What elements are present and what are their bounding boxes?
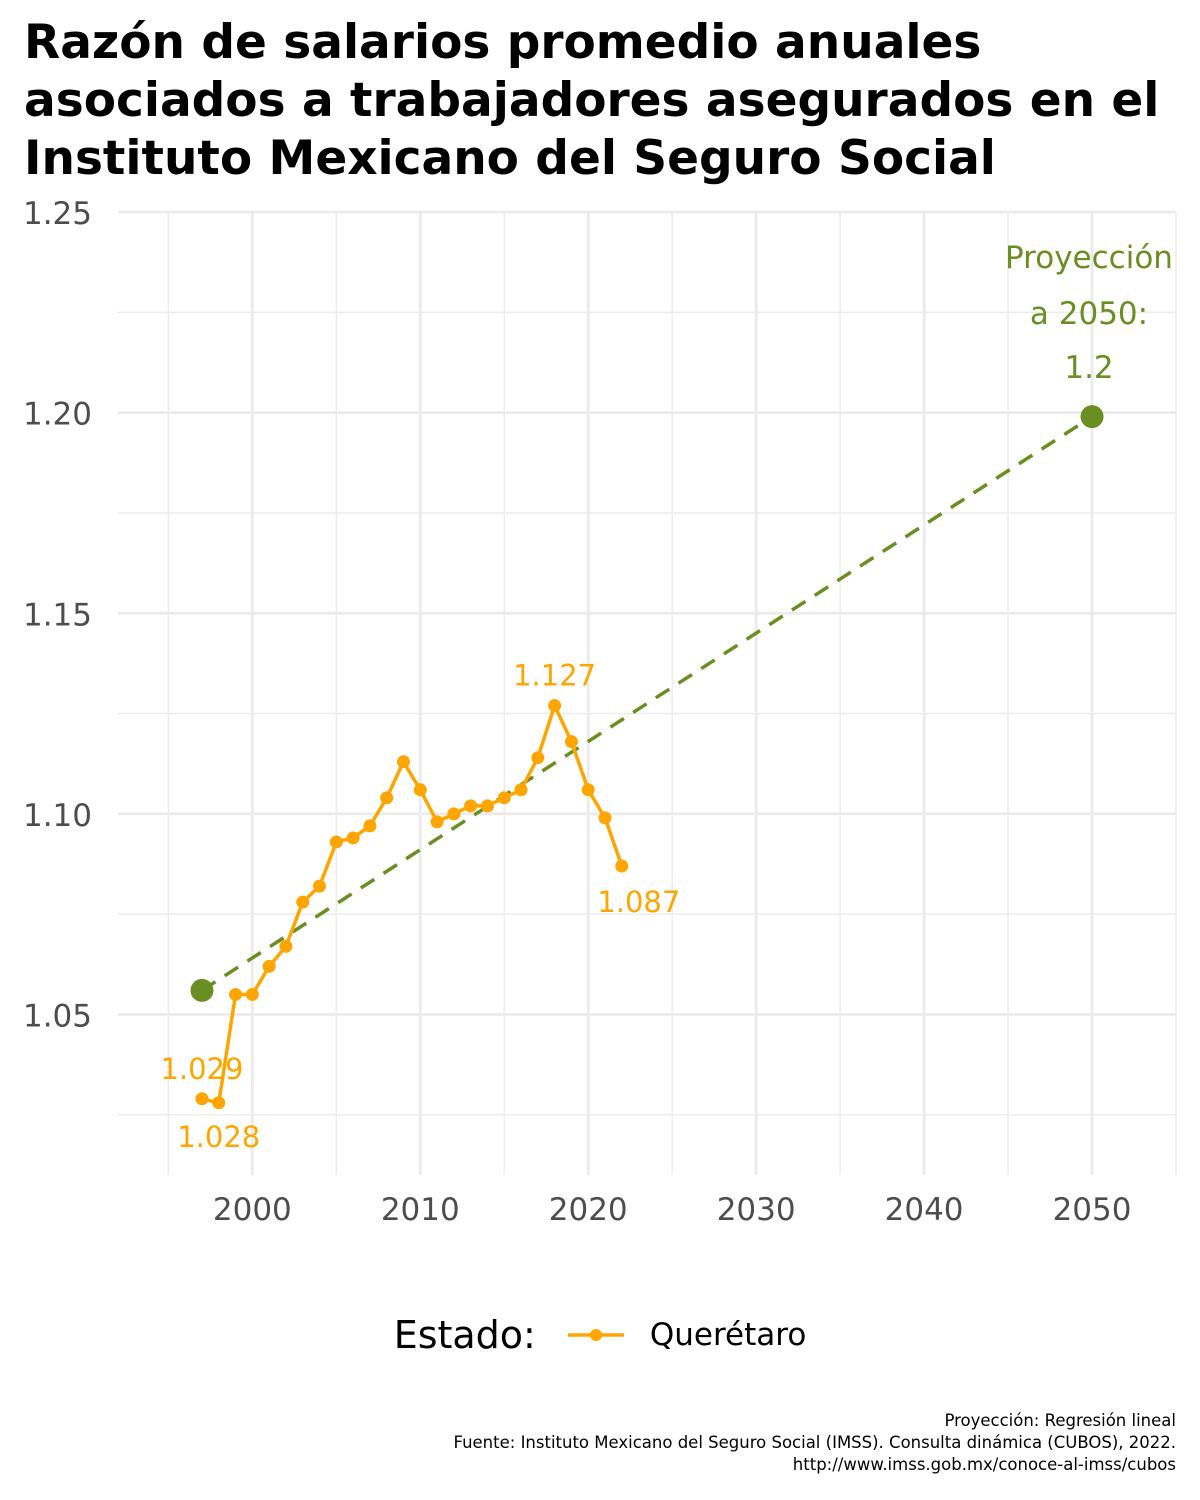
data-label: 1.087 [597, 885, 680, 919]
series-point [380, 791, 394, 805]
projection-point [1080, 405, 1104, 429]
x-axis: 2000 2010 2020 2030 2040 2050 [213, 1192, 1132, 1228]
series-point [329, 835, 343, 849]
series-point [396, 755, 410, 769]
x-tick-label: 2040 [885, 1192, 964, 1228]
caption: Proyección: Regresión lineal Fuente: Ins… [453, 1410, 1176, 1476]
y-tick-label: 1.25 [23, 196, 92, 232]
series-point [245, 987, 259, 1001]
series-point [497, 791, 511, 805]
data-labels: 1.029 1.028 1.127 1.087 [160, 659, 680, 1154]
series-point [363, 819, 377, 833]
series-point [229, 987, 243, 1001]
series-point [413, 783, 427, 797]
series-point [531, 751, 545, 765]
series-point [262, 959, 276, 973]
series-point [296, 895, 310, 909]
series-point [548, 699, 562, 713]
legend: Estado: Querétaro [0, 1305, 1200, 1365]
data-label: 1.028 [177, 1120, 260, 1154]
y-axis: 1.05 1.10 1.15 1.20 1.25 [23, 196, 92, 1035]
series-point [564, 735, 578, 749]
chart-title: Razón de salarios promedio anuales asoci… [24, 15, 1160, 186]
series-point [346, 831, 360, 845]
legend-item-queretaro: Querétaro [566, 1317, 806, 1353]
projection-line [201, 415, 1093, 992]
y-tick-label: 1.20 [23, 397, 92, 433]
series-point [279, 939, 293, 953]
series-point [581, 783, 595, 797]
series-point [615, 859, 629, 873]
legend-label: Querétaro [649, 1317, 807, 1353]
series-point [598, 811, 612, 825]
legend-line-point-icon [567, 1329, 624, 1341]
x-tick-label: 2030 [717, 1192, 796, 1228]
x-tick-label: 2050 [1053, 1192, 1132, 1228]
caption-method: Proyección: Regresión lineal [944, 1411, 1176, 1430]
series-line [201, 703, 624, 1105]
legend-title: Estado: [393, 1313, 536, 1357]
caption-source: Fuente: Instituto Mexicano del Seguro So… [453, 1433, 1176, 1452]
x-tick-label: 2010 [381, 1192, 460, 1228]
projection-label-line-1: Proyección [1005, 240, 1173, 276]
y-tick-label: 1.05 [23, 999, 92, 1035]
x-tick-label: 2020 [549, 1192, 628, 1228]
projection-point [190, 978, 214, 1002]
y-tick-label: 1.10 [23, 798, 92, 834]
series-point [430, 815, 444, 829]
x-tick-label: 2000 [213, 1192, 292, 1228]
queretaro-series [195, 699, 629, 1110]
series-point [447, 807, 461, 821]
minor-gridlines [118, 212, 1177, 1175]
line-chart: 1.05 1.10 1.15 1.20 1.25 2000 2010 2020 2030 204… [23, 196, 1177, 1228]
projection-label-line-2: a 2050: [1030, 296, 1148, 332]
series-point [514, 783, 528, 797]
data-label: 1.127 [513, 659, 596, 693]
series-point [464, 799, 478, 813]
projection-label-value: 1.2 [1064, 350, 1113, 386]
major-gridlines [118, 210, 1176, 1175]
series-point [195, 1092, 209, 1106]
data-label: 1.029 [160, 1052, 243, 1086]
projection-series [190, 405, 1104, 1002]
y-tick-label: 1.15 [23, 597, 92, 633]
caption-url: http://www.imss.gob.mx/conoce-al-imss/cu… [792, 1455, 1176, 1474]
series-point [212, 1096, 226, 1110]
series-point [480, 799, 494, 813]
series-point [313, 879, 327, 893]
